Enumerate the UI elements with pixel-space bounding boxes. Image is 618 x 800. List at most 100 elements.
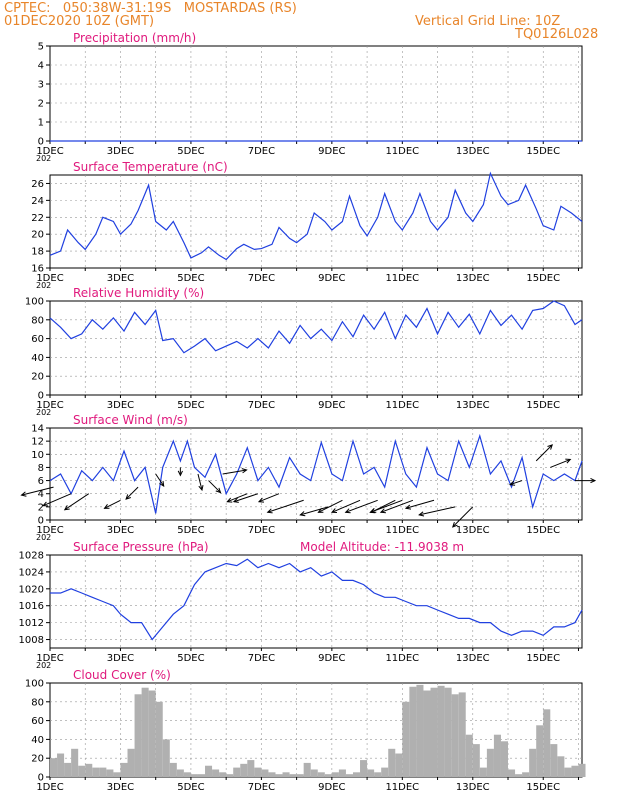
wind-vector <box>208 480 222 494</box>
x-tick-label: 9DEC <box>318 400 345 411</box>
panel-5: 1008 1012 1016 1020 1024 1028 1DEC 3DEC 5DEC 7DEC… <box>19 540 583 670</box>
y-tick-label: 0 <box>38 391 44 402</box>
cloud-bar <box>226 774 234 777</box>
x-tick-label: 7DEC <box>248 525 275 536</box>
wind-vector-head <box>177 470 183 477</box>
x-tick-label: 11DEC <box>385 653 419 664</box>
wind-vector-head <box>418 511 425 517</box>
wind-vector <box>177 467 183 477</box>
wind-vector <box>404 499 435 510</box>
y-tick-label: 10 <box>31 450 44 461</box>
wind-vector-head <box>299 511 306 517</box>
x-tick-label: 11DEC <box>385 400 419 411</box>
cloud-bar <box>57 753 65 777</box>
y-tick-label: 20 <box>31 754 44 765</box>
y-tick-label: 60 <box>31 334 44 345</box>
wind-vector-head <box>330 508 338 513</box>
x-tick-label: 15DEC <box>526 273 560 284</box>
cloud-bar <box>275 774 283 777</box>
wind-vector <box>226 493 248 503</box>
wind-vector-shaft <box>197 473 203 491</box>
cloud-bar <box>522 772 530 777</box>
x-tick-label: 15DEC <box>526 782 560 793</box>
y-tick-label: 0 <box>38 773 44 784</box>
cloud-bar <box>465 734 473 777</box>
y-tick-label: 1020 <box>19 584 44 595</box>
x-tick-label: 1DEC <box>36 400 63 411</box>
wind-vector <box>379 499 414 514</box>
cloud-bar <box>437 685 445 777</box>
panel-title: Cloud Cover (%) <box>73 668 171 682</box>
header-model: TQ0126L028 <box>515 27 599 42</box>
wind-vector-head <box>241 468 248 474</box>
y-tick-label: 14 <box>31 424 44 435</box>
x-tick-label: 15DEC <box>526 400 560 411</box>
y-tick-label: 0 <box>38 516 44 527</box>
cloud-bar <box>310 769 318 777</box>
cloud-bar <box>71 748 79 777</box>
x-tick-label: 13DEC <box>456 400 490 411</box>
year-fragment: 202 <box>36 154 51 163</box>
x-tick-label: 13DEC <box>456 782 490 793</box>
panel-2: 16 18 20 22 24 26 1DEC 3DEC 5DEC 7DEC 9DEC 11DEC 13D… <box>31 160 583 290</box>
y-tick-label: 6 <box>38 476 44 487</box>
cloud-bar <box>402 701 410 777</box>
wind-vector <box>20 486 54 497</box>
cloud-bar <box>317 772 325 777</box>
wind-vector-head <box>226 497 233 503</box>
cloud-bar <box>183 772 191 777</box>
wind-vector-head <box>565 458 572 464</box>
wind-vector-head <box>590 477 597 484</box>
panel-title: Precipitation (mm/h) <box>73 31 196 45</box>
x-tick-label: 5DEC <box>177 146 204 157</box>
x-tick-label: 7DEC <box>248 653 275 664</box>
y-tick-label: 1016 <box>19 601 44 612</box>
wind-vector-shaft <box>233 493 259 503</box>
cloud-bar <box>134 694 142 777</box>
wind-vector-head <box>344 508 351 514</box>
panel-title: Surface Wind (m/s) <box>73 413 188 427</box>
panel-4: 0 2 4 6 8 10 12 14 1DEC 3DEC 5DEC 7DEC 9DEC 11DEC 13DE… <box>31 413 583 542</box>
wind-vector <box>232 493 259 503</box>
header-station: CPTEC: 050:38W-31:19S MOSTARDAS (RS) <box>4 1 297 16</box>
panel-1: 0 1 2 3 4 5 1DEC 3DEC 5DEC 7DEC 9DEC 11DEC 13DEC 15DE… <box>36 31 583 163</box>
x-tick-label: 5DEC <box>177 400 204 411</box>
wind-vector-head <box>451 521 458 528</box>
cloud-bar <box>338 769 346 777</box>
header-grid-line: Vertical Grid Line: 10Z <box>415 14 561 29</box>
wind-vector-head <box>42 501 49 507</box>
panel-3: 0 20 40 60 80 100 1DEC 3DEC 5DEC 7DEC 9DEC 11DEC 13D… <box>25 286 583 417</box>
wind-vector <box>330 499 361 513</box>
cloud-bar <box>268 772 276 777</box>
x-tick-label: 11DEC <box>385 273 419 284</box>
cloud-bar <box>345 774 353 777</box>
x-tick-label: 15DEC <box>526 146 560 157</box>
x-tick-label: 1DEC <box>36 653 63 664</box>
wind-vector-head <box>103 503 110 509</box>
cloud-bar <box>155 701 163 777</box>
cloud-bar <box>381 767 389 777</box>
wind-vector <box>317 499 343 513</box>
y-tick-label: 1 <box>38 118 44 129</box>
wind-vector-shaft <box>208 480 221 493</box>
wind-vector-shaft <box>550 458 571 468</box>
wind-vector-shaft <box>509 480 523 486</box>
wind-vector-shaft <box>331 499 361 513</box>
wind-vector-head <box>159 480 165 487</box>
year-fragment: 202 <box>36 533 51 542</box>
cloud-bar <box>289 774 297 777</box>
x-tick-label: 9DEC <box>318 273 345 284</box>
wind-vector-shaft <box>419 506 456 516</box>
wind-vector-shaft <box>267 499 304 513</box>
cloud-bar <box>557 756 565 777</box>
cloud-bar <box>458 692 466 777</box>
cloud-bar <box>254 767 262 777</box>
wind-vector-head <box>198 485 204 492</box>
x-tick-label: 5DEC <box>177 653 204 664</box>
cloud-bar <box>479 767 487 777</box>
cloud-bar <box>247 760 255 777</box>
cloud-bar <box>64 762 72 777</box>
panel-frame <box>49 427 583 521</box>
wind-vector-shaft <box>370 499 403 513</box>
